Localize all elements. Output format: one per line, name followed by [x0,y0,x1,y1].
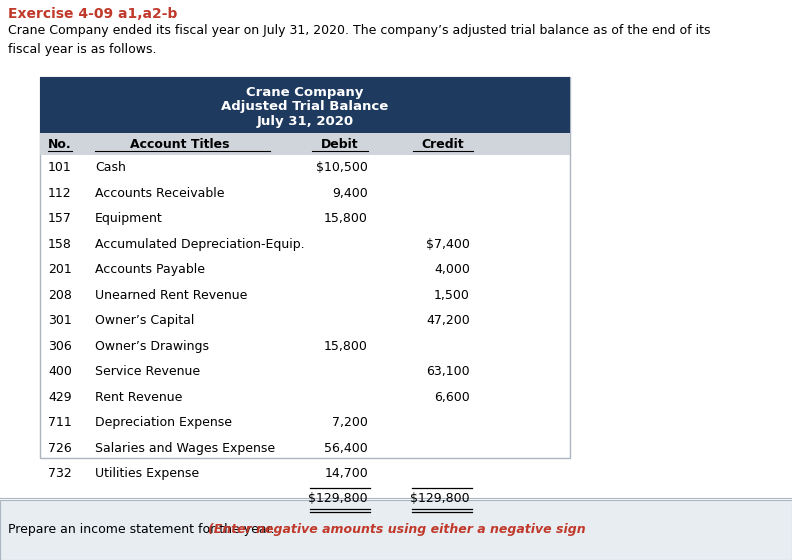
Text: Debit: Debit [322,138,359,151]
Text: 6,600: 6,600 [434,391,470,404]
Text: No.: No. [48,138,71,151]
Bar [40,77,570,458]
Text: 101: 101 [48,161,72,174]
Text: 201: 201 [48,263,72,276]
Text: 47,200: 47,200 [426,314,470,327]
Text: (Enter negative amounts using either a negative sign: (Enter negative amounts using either a n… [208,524,585,536]
Text: 157: 157 [48,212,72,225]
Text: 726: 726 [48,442,72,455]
Text: $129,800: $129,800 [410,492,470,505]
Text: 7,200: 7,200 [332,416,368,430]
Text: 732: 732 [48,467,72,480]
Text: 15,800: 15,800 [324,212,368,225]
Text: Service Revenue: Service Revenue [95,365,200,378]
Text: Cash: Cash [95,161,126,174]
Text: 14,700: 14,700 [324,467,368,480]
Text: Owner’s Drawings: Owner’s Drawings [95,340,209,353]
Text: 4,000: 4,000 [434,263,470,276]
Text: 429: 429 [48,391,71,404]
Text: 400: 400 [48,365,72,378]
Text: Accounts Payable: Accounts Payable [95,263,205,276]
Text: Equipment: Equipment [95,212,162,225]
Text: Exercise 4-09 a1,a2-b: Exercise 4-09 a1,a2-b [8,7,177,21]
Text: $129,800: $129,800 [308,492,368,505]
Text: 56,400: 56,400 [324,442,368,455]
Text: Prepare an income statement for the year.: Prepare an income statement for the year… [8,524,279,536]
Text: 208: 208 [48,289,72,302]
Text: Depreciation Expense: Depreciation Expense [95,416,232,430]
Text: 306: 306 [48,340,72,353]
Text: Crane Company: Crane Company [246,86,364,99]
Text: Crane Company ended its fiscal year on July 31, 2020. The company’s adjusted tri: Crane Company ended its fiscal year on J… [8,24,710,55]
Text: $7,400: $7,400 [426,238,470,251]
Text: 158: 158 [48,238,72,251]
Text: Account Titles: Account Titles [130,138,230,151]
Text: 301: 301 [48,314,72,327]
Text: Credit: Credit [421,138,464,151]
Bar [40,133,570,155]
Text: 63,100: 63,100 [426,365,470,378]
Text: 1,500: 1,500 [434,289,470,302]
Text: Salaries and Wages Expense: Salaries and Wages Expense [95,442,275,455]
Text: 15,800: 15,800 [324,340,368,353]
Text: Owner’s Capital: Owner’s Capital [95,314,194,327]
Text: Unearned Rent Revenue: Unearned Rent Revenue [95,289,247,302]
Text: 9,400: 9,400 [333,186,368,200]
Text: Utilities Expense: Utilities Expense [95,467,199,480]
Text: July 31, 2020: July 31, 2020 [257,115,353,128]
Text: 112: 112 [48,186,71,200]
Bar [40,77,570,133]
Text: Rent Revenue: Rent Revenue [95,391,182,404]
Text: Accumulated Depreciation-Equip.: Accumulated Depreciation-Equip. [95,238,305,251]
Text: $10,500: $10,500 [316,161,368,174]
Text: Adjusted Trial Balance: Adjusted Trial Balance [222,100,389,113]
Text: Accounts Receivable: Accounts Receivable [95,186,224,200]
Text: 711: 711 [48,416,72,430]
Bar [0,500,792,560]
Bar [0,0,792,465]
